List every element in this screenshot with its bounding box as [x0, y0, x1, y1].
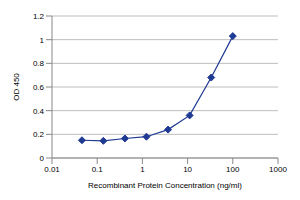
svg-text:OD 450: OD 450 — [12, 73, 21, 101]
svg-text:0: 0 — [40, 154, 45, 163]
svg-text:100: 100 — [226, 165, 240, 174]
svg-text:1: 1 — [40, 36, 45, 45]
svg-text:0.6: 0.6 — [33, 83, 45, 92]
svg-text:1000: 1000 — [269, 165, 287, 174]
svg-text:10: 10 — [183, 165, 192, 174]
svg-text:0.4: 0.4 — [33, 107, 45, 116]
svg-text:0.8: 0.8 — [33, 59, 45, 68]
svg-text:1: 1 — [140, 165, 145, 174]
svg-text:1.2: 1.2 — [33, 12, 45, 21]
svg-text:Recombinant Protein Concentrat: Recombinant Protein Concentration (ng/ml… — [88, 181, 242, 190]
svg-text:0.01: 0.01 — [44, 165, 60, 174]
svg-text:0.1: 0.1 — [92, 165, 104, 174]
svg-text:0.2: 0.2 — [33, 130, 45, 139]
